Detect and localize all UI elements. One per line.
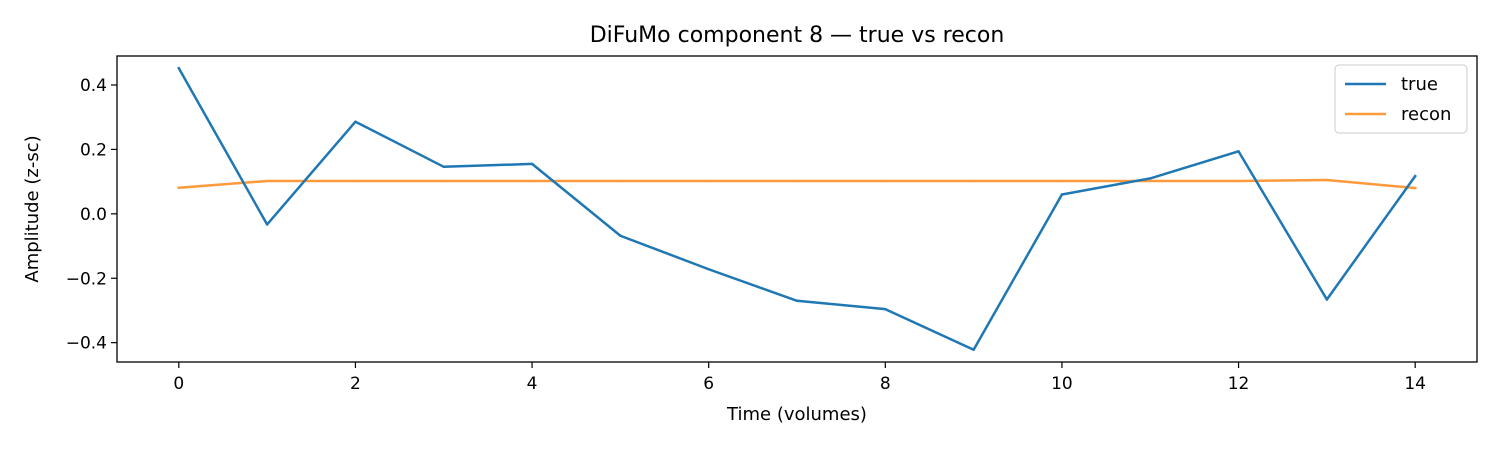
data-point-recon bbox=[1325, 178, 1329, 182]
x-axis-label: Time (volumes) bbox=[726, 404, 867, 425]
data-point-true bbox=[1060, 193, 1064, 196]
data-point-true bbox=[177, 67, 181, 70]
y-tick-label: 0.0 bbox=[80, 205, 107, 225]
series-layer bbox=[177, 66, 1417, 352]
data-point-true bbox=[442, 165, 445, 169]
data-point-recon bbox=[530, 179, 534, 183]
x-axis-ticks: 0 2 4 6 8 10 12 14 bbox=[173, 362, 1426, 394]
data-point-true bbox=[619, 234, 622, 237]
data-point-recon bbox=[1060, 179, 1064, 183]
legend: true recon bbox=[1334, 64, 1468, 134]
legend-label-recon: recon bbox=[1401, 104, 1451, 125]
x-tick-label: 12 bbox=[1228, 374, 1250, 394]
data-point-recon bbox=[265, 179, 269, 183]
x-tick-label: 8 bbox=[880, 374, 891, 394]
y-tick-label: 0.2 bbox=[80, 140, 107, 160]
data-point-true bbox=[707, 268, 710, 271]
data-point-recon bbox=[707, 179, 710, 183]
data-point-true bbox=[530, 162, 534, 166]
data-point-recon bbox=[884, 179, 887, 183]
data-point-recon bbox=[1237, 179, 1240, 183]
data-point-recon bbox=[1149, 179, 1152, 183]
x-tick-label: 0 bbox=[173, 374, 184, 394]
data-point-true bbox=[972, 348, 975, 351]
data-point-true bbox=[1237, 150, 1240, 153]
data-point-recon bbox=[177, 186, 181, 189]
data-point-recon bbox=[795, 179, 799, 183]
data-point-recon bbox=[354, 179, 357, 183]
data-point-recon bbox=[1413, 186, 1417, 190]
data-point-recon bbox=[619, 179, 622, 183]
x-tick-label: 4 bbox=[527, 374, 538, 394]
legend-box bbox=[1334, 64, 1468, 134]
data-point-true bbox=[1325, 298, 1329, 301]
legend-label-true: true bbox=[1401, 74, 1438, 95]
data-point-true bbox=[1149, 177, 1152, 180]
data-point-recon bbox=[972, 179, 975, 183]
y-tick-label: −0.4 bbox=[66, 334, 107, 354]
x-tick-label: 2 bbox=[350, 374, 361, 394]
data-point-true bbox=[1413, 174, 1417, 178]
chart-title: DiFuMo component 8 — true vs recon bbox=[590, 23, 1005, 48]
data-point-true bbox=[884, 307, 887, 311]
y-axis-ticks: −0.4 −0.2 0.0 0.2 0.4 bbox=[66, 76, 117, 354]
data-point-true bbox=[795, 299, 799, 302]
y-tick-label: −0.2 bbox=[66, 269, 107, 289]
x-tick-label: 6 bbox=[703, 374, 714, 394]
data-point-recon bbox=[442, 179, 445, 183]
x-tick-label: 10 bbox=[1051, 374, 1073, 394]
y-axis-label: Amplitude (z-sc) bbox=[22, 135, 43, 282]
y-tick-label: 0.4 bbox=[80, 76, 107, 96]
data-point-true bbox=[354, 120, 357, 123]
plot-frame bbox=[116, 55, 1478, 363]
data-point-true bbox=[265, 223, 269, 226]
x-tick-label: 14 bbox=[1404, 374, 1426, 394]
